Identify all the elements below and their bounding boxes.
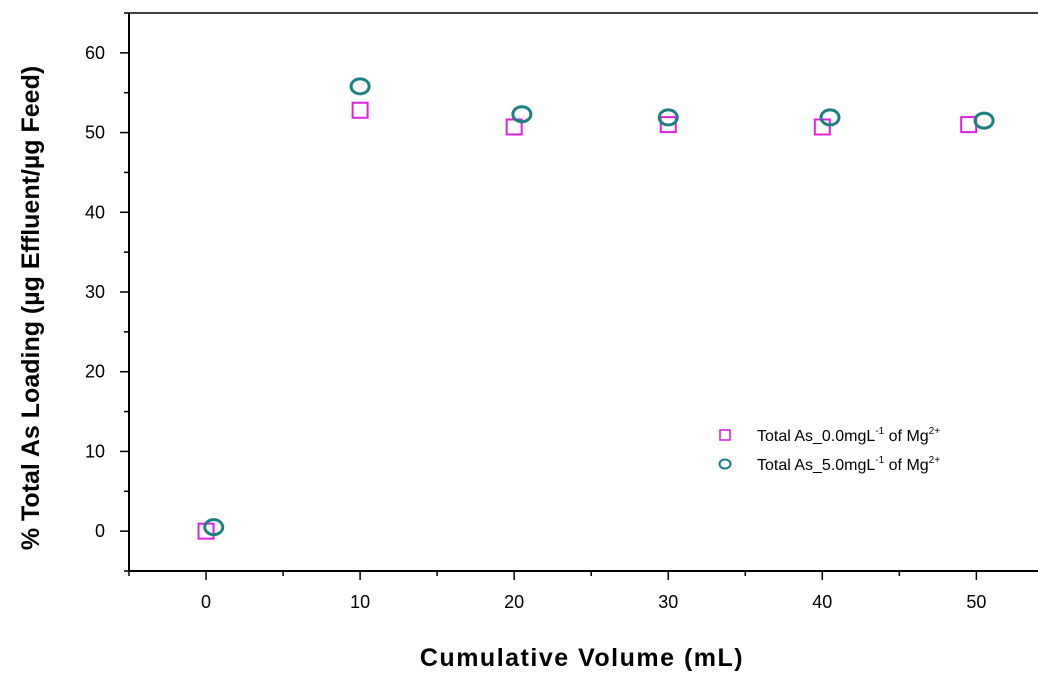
- circle-marker: [349, 77, 371, 96]
- circle-marker: [819, 108, 841, 127]
- circle-marker: [511, 105, 533, 124]
- x-axis-title: Cumulative Volume (mL): [420, 644, 744, 672]
- circle-marker: [657, 108, 679, 127]
- y-tick-label: 60: [85, 43, 105, 63]
- y-tick-label: 10: [85, 441, 105, 461]
- x-tick-label: 50: [966, 592, 986, 612]
- square-marker: [351, 101, 369, 119]
- axes: [128, 12, 1038, 572]
- x-tick-label: 20: [504, 592, 524, 612]
- legend-label: Total As_5.0mgL-1 of Mg2+: [757, 455, 940, 474]
- x-tick-label: 0: [201, 592, 211, 612]
- y-tick-label: 0: [95, 521, 105, 541]
- x-tick-label: 40: [812, 592, 832, 612]
- ticks: [120, 12, 978, 580]
- legend: Total As_0.0mgL-1 of Mg2+ Total As_5.0mgL…: [718, 426, 940, 474]
- x-tick-label: 10: [350, 592, 370, 612]
- legend-circle-icon: [718, 458, 732, 470]
- y-tick-label: 40: [85, 202, 105, 222]
- y-axis-title: % Total As Loading (µg Effluent/µg Feed): [17, 66, 45, 550]
- y-tick-label: 30: [85, 282, 105, 302]
- legend-label: Total As_0.0mgL-1 of Mg2+: [757, 426, 940, 445]
- x-tick-label: 30: [658, 592, 678, 612]
- data-marks: [197, 77, 995, 540]
- square-marker: [659, 116, 677, 134]
- tick-labels: 0 10 20 30 40 50 0 10 20 30 40 50 60: [85, 43, 986, 612]
- y-tick-label: 20: [85, 362, 105, 382]
- y-tick-label: 50: [85, 123, 105, 143]
- circle-marker: [973, 111, 995, 130]
- legend-square-icon: [719, 429, 731, 441]
- circle-marker: [203, 518, 225, 537]
